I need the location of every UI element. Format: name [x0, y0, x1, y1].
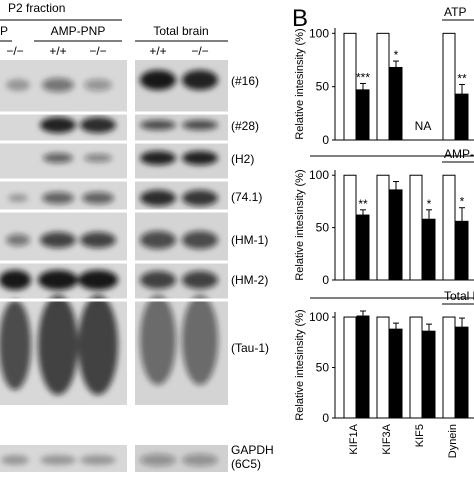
bar — [442, 32, 456, 141]
antibody-label: (#28) — [231, 119, 259, 133]
y-tick-label: 100 — [309, 310, 329, 324]
antibody-label: (HM-1) — [231, 233, 268, 247]
group-label: Total brain — [153, 24, 208, 38]
chart-title: Total bra — [444, 289, 474, 303]
bar — [389, 189, 403, 281]
y-tick-label: 0 — [322, 411, 329, 425]
x-tick-label: KIF3A — [381, 423, 393, 454]
bar — [343, 316, 357, 419]
bar — [442, 316, 456, 419]
antibody-label: (6C5) — [231, 457, 261, 471]
lane-label: +/+ — [149, 44, 166, 58]
annotation: NA — [415, 119, 432, 133]
bar — [422, 330, 436, 419]
y-axis-label: Relative intesinsity (%) — [294, 309, 306, 420]
lane-label: −/− — [191, 44, 208, 58]
lane-label: +/+ — [49, 44, 66, 58]
y-tick-label: 50 — [316, 221, 330, 235]
y-axis-label: Relative intesinsity (%) — [294, 169, 306, 280]
annotation: * — [460, 195, 465, 209]
bar — [409, 174, 423, 281]
x-tick-label: KIF5 — [414, 424, 426, 447]
annotation: *** — [356, 70, 370, 84]
bar — [356, 89, 370, 141]
bar — [442, 174, 456, 281]
y-tick-label: 0 — [322, 133, 329, 147]
bar — [356, 214, 370, 281]
group-label: AMP-PNP — [51, 24, 106, 38]
antibody-label: (Tau-1) — [231, 341, 269, 355]
y-tick-label: 0 — [322, 273, 329, 287]
y-tick-label: 50 — [316, 361, 330, 375]
lane-label: −/− — [6, 44, 23, 58]
bar — [389, 328, 403, 419]
bar — [376, 32, 390, 141]
bar — [343, 32, 357, 141]
bar — [389, 66, 403, 141]
blot-header: P2 fraction — [8, 1, 65, 15]
x-tick-label: KIF1A — [348, 423, 360, 454]
chart-title: ATP — [444, 5, 466, 19]
group-label: P — [0, 24, 8, 38]
bar — [455, 326, 469, 419]
bar — [376, 174, 390, 281]
y-tick-label: 50 — [316, 80, 330, 94]
y-axis-label: Relative intesinsity (%) — [294, 28, 306, 139]
bar — [356, 315, 370, 419]
antibody-label: (H2) — [231, 152, 254, 166]
annotation: * — [427, 197, 432, 211]
antibody-label: (74.1) — [231, 190, 262, 204]
chart-title: AMP-PN — [444, 147, 474, 161]
annotation: ** — [358, 197, 368, 211]
annotation: ** — [457, 72, 467, 86]
antibody-label: GAPDH — [231, 443, 274, 457]
panel-label: B — [292, 5, 308, 32]
y-tick-label: 100 — [309, 168, 329, 182]
antibody-label: (#16) — [231, 74, 259, 88]
x-tick-label: Dynein — [447, 424, 459, 458]
blot-panels — [0, 19, 228, 472]
bar — [343, 174, 357, 281]
lane-label: −/− — [89, 44, 106, 58]
y-tick-label: 100 — [309, 26, 329, 40]
bar — [376, 316, 390, 419]
bar — [409, 316, 423, 419]
annotation: * — [394, 48, 399, 62]
antibody-label: (HM-2) — [231, 273, 268, 287]
